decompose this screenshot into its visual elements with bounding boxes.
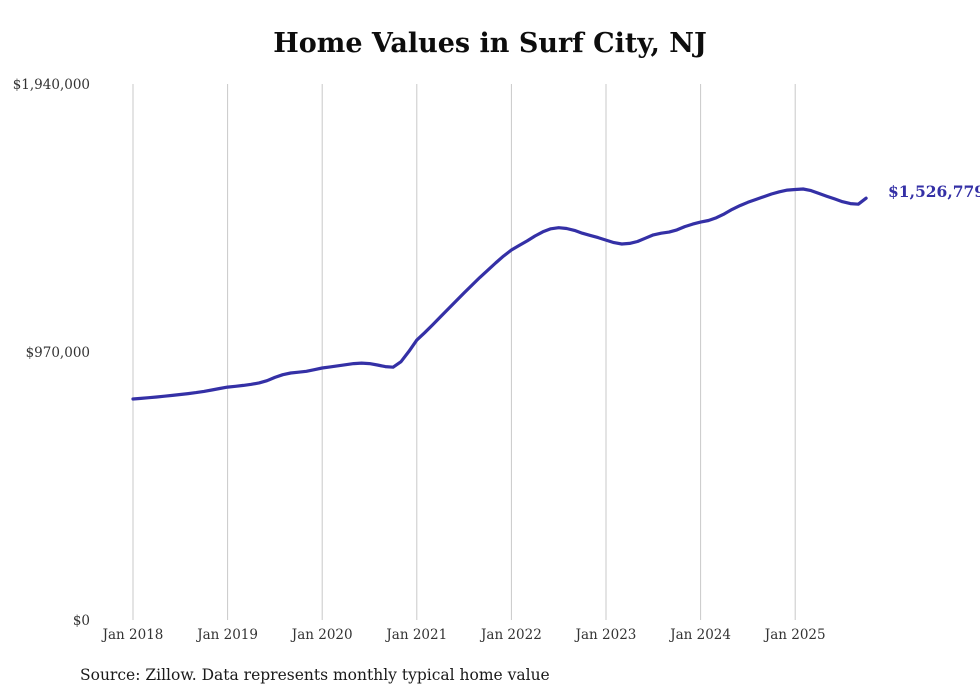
y-tick-label: $0 (73, 613, 90, 629)
x-tick-label: Jan 2020 (290, 627, 353, 643)
y-tick-label: $1,940,000 (13, 77, 90, 93)
x-tick-label: Jan 2023 (574, 627, 637, 643)
x-tick-label: Jan 2019 (195, 627, 258, 643)
chart-title: Home Values in Surf City, NJ (273, 28, 707, 59)
x-tick-label: Jan 2022 (479, 627, 542, 643)
x-tick-label: Jan 2021 (384, 627, 447, 643)
current-value-label: $1,526,779 (888, 182, 980, 201)
source-note: Source: Zillow. Data represents monthly … (80, 666, 550, 684)
x-tick-label: Jan 2024 (668, 627, 731, 643)
x-tick-label: Jan 2018 (101, 627, 164, 643)
y-tick-label: $970,000 (26, 345, 90, 361)
home-value-line (131, 187, 868, 401)
x-tick-label: Jan 2025 (763, 627, 826, 643)
